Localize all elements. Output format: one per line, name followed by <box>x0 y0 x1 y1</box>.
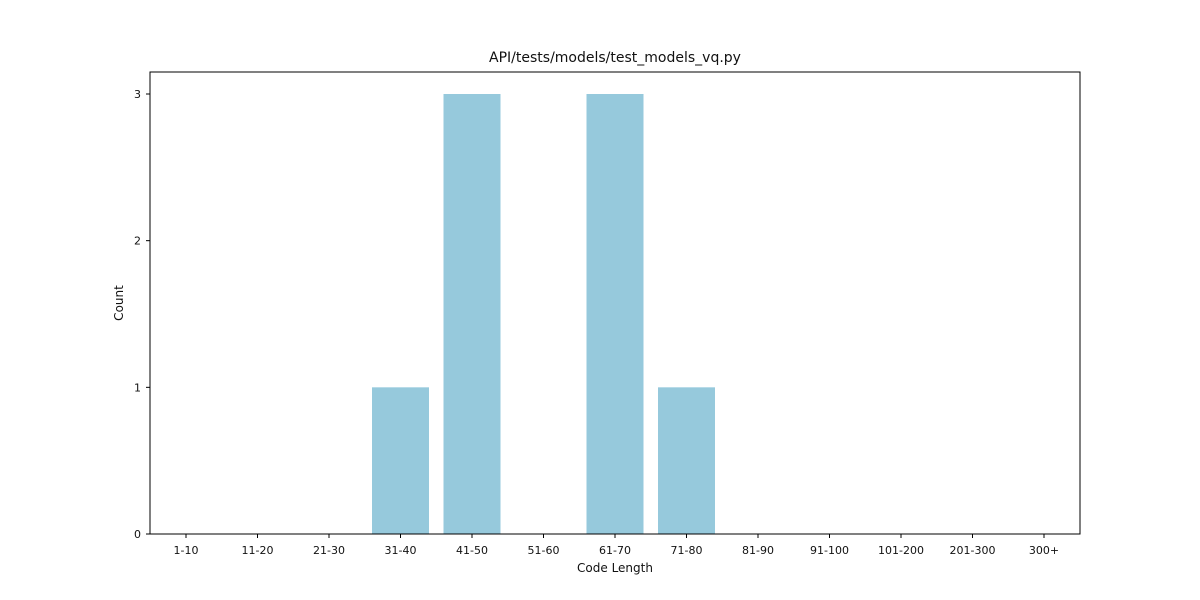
x-tick-label: 300+ <box>1029 544 1059 557</box>
x-tick-label: 21-30 <box>313 544 345 557</box>
bars-group <box>372 94 715 534</box>
x-tick-label: 1-10 <box>174 544 199 557</box>
plot-frame <box>149 71 1081 535</box>
x-tick-label: 11-20 <box>242 544 274 557</box>
x-tick-label: 31-40 <box>385 544 417 557</box>
x-tick-label: 201-300 <box>950 544 996 557</box>
bar-61-70 <box>586 94 644 534</box>
y-axis-label: Count <box>112 285 126 321</box>
y-tick-label: 2 <box>134 235 141 248</box>
x-tick-label: 41-50 <box>456 544 488 557</box>
y-tick-label: 0 <box>134 528 141 541</box>
chart-title: API/tests/models/test_models_vq.py <box>489 50 741 66</box>
x-tick-label: 91-100 <box>810 544 849 557</box>
y-axis-ticks: 0 1 2 3 <box>134 88 150 541</box>
bar-31-40 <box>372 387 429 534</box>
x-tick-label: 51-60 <box>528 544 560 557</box>
x-tick-label: 81-90 <box>742 544 774 557</box>
y-tick-label: 3 <box>134 88 141 101</box>
x-tick-label: 101-200 <box>878 544 924 557</box>
x-axis-label: Code Length <box>577 561 653 575</box>
bar-41-50 <box>443 94 501 534</box>
x-axis-ticks: 1-10 11-20 21-30 31-40 41-50 51-60 61-70 71-80 8… <box>174 534 1059 557</box>
x-tick-label: 71-80 <box>671 544 703 557</box>
bar-71-80 <box>658 387 715 534</box>
y-tick-label: 1 <box>134 381 141 394</box>
x-tick-label: 61-70 <box>599 544 631 557</box>
